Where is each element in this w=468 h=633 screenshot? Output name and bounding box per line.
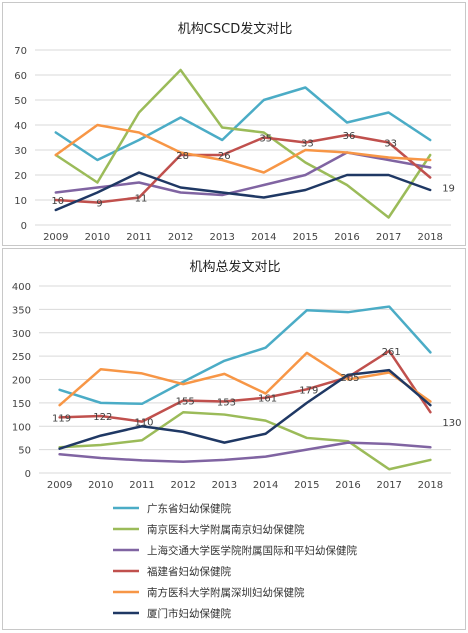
legend-entry: 南京医科大学附属南京妇幼保健院 <box>147 523 305 536</box>
data-label: 110 <box>134 418 153 429</box>
legend-entry: 上海交通大学医学院附属国际和平妇幼保健院 <box>147 544 357 557</box>
y-tick-label: 100 <box>12 422 31 433</box>
series-line-4 <box>58 351 432 407</box>
data-label: 261 <box>382 347 401 358</box>
data-label: 28 <box>176 151 189 162</box>
data-label: 33 <box>301 139 314 150</box>
y-tick-label: 250 <box>12 352 31 363</box>
data-label: 119 <box>52 413 71 424</box>
x-tick-label: 2014 <box>251 232 276 243</box>
x-tick-label: 2013 <box>209 232 234 243</box>
y-tick-label: 20 <box>14 171 27 182</box>
series-line-4 <box>54 123 432 174</box>
x-tick-label: 2011 <box>129 480 154 491</box>
y-tick-label: 200 <box>12 376 31 387</box>
data-label: 9 <box>96 199 102 210</box>
x-tick-label: 2009 <box>47 480 72 491</box>
x-tick-label: 2010 <box>85 232 110 243</box>
data-label: 11 <box>135 194 148 205</box>
y-tick-label: 400 <box>12 282 31 293</box>
x-tick-label: 2012 <box>168 232 193 243</box>
y-tick-label: 50 <box>18 446 31 457</box>
series-line-5 <box>54 171 432 212</box>
data-label: 122 <box>93 412 112 423</box>
x-tick-label: 2018 <box>418 480 443 491</box>
series-line-2 <box>58 441 432 464</box>
legend-entry: 南方医科大学附属深圳妇幼保健院 <box>147 586 305 599</box>
data-label: 19 <box>442 184 455 195</box>
y-tick-label: 30 <box>14 146 27 157</box>
legend-entry: 厦门市妇幼保健院 <box>147 607 231 620</box>
x-tick-label: 2016 <box>334 232 359 243</box>
y-tick-label: 10 <box>14 196 27 207</box>
y-tick-label: 300 <box>12 329 31 340</box>
y-tick-label: 50 <box>14 96 27 107</box>
series-line-0 <box>54 86 432 162</box>
data-label: 205 <box>340 373 359 384</box>
x-tick-label: 2010 <box>88 480 113 491</box>
y-tick-label: 0 <box>21 221 27 232</box>
legend-entry: 广东省妇幼保健院 <box>147 502 231 515</box>
series-line-1 <box>54 68 432 219</box>
series-line-5 <box>58 368 432 450</box>
x-tick-label: 2009 <box>43 232 68 243</box>
x-tick-label: 2018 <box>417 232 442 243</box>
y-tick-label: 350 <box>12 305 31 316</box>
chart-title: 机构CSCD发文对比 <box>178 21 292 37</box>
cscd-chart: 机构CSCD发文对比 0 10 20 30 40 50 60 70 2009 2010 2011 20… <box>14 21 455 243</box>
data-label: 179 <box>299 385 318 396</box>
data-label: 35 <box>259 134 272 145</box>
data-label: 10 <box>51 196 64 207</box>
x-tick-label: 2012 <box>170 480 195 491</box>
y-tick-label: 0 <box>25 469 31 480</box>
total-chart-panel: 机构总发文对比 0 50 100 150 200 250 300 350 400 2009 2010… <box>2 248 466 630</box>
data-label: 155 <box>176 397 195 408</box>
x-tick-label: 2013 <box>212 480 237 491</box>
x-tick-label: 2016 <box>335 480 360 491</box>
x-tick-label: 2015 <box>294 480 319 491</box>
data-label: 130 <box>442 418 461 429</box>
series-line-3 <box>58 349 432 423</box>
x-tick-label: 2017 <box>376 232 401 243</box>
y-tick-label: 40 <box>14 121 27 132</box>
series-line-1 <box>58 410 432 471</box>
chart-title: 机构总发文对比 <box>189 259 280 275</box>
x-tick-label: 2014 <box>253 480 278 491</box>
data-label: 161 <box>258 394 277 405</box>
x-tick-label: 2015 <box>293 232 318 243</box>
data-label: 36 <box>343 131 356 142</box>
y-tick-label: 60 <box>14 71 27 82</box>
y-tick-label: 70 <box>14 46 27 57</box>
series-line-3 <box>54 133 432 204</box>
cscd-chart-panel: 机构CSCD发文对比 0 10 20 30 40 50 60 70 2009 2010 2011 20… <box>2 2 466 246</box>
y-tick-label: 150 <box>12 399 31 410</box>
x-tick-label: 2017 <box>376 480 401 491</box>
legend-entry: 福建省妇幼保健院 <box>147 565 231 578</box>
x-tick-label: 2011 <box>126 232 151 243</box>
series-line-0 <box>58 305 432 406</box>
total-chart: 机构总发文对比 0 50 100 150 200 250 300 350 400 2009 2010… <box>12 259 462 620</box>
data-label: 26 <box>218 151 231 162</box>
data-label: 33 <box>384 139 397 150</box>
data-label: 153 <box>217 397 236 408</box>
